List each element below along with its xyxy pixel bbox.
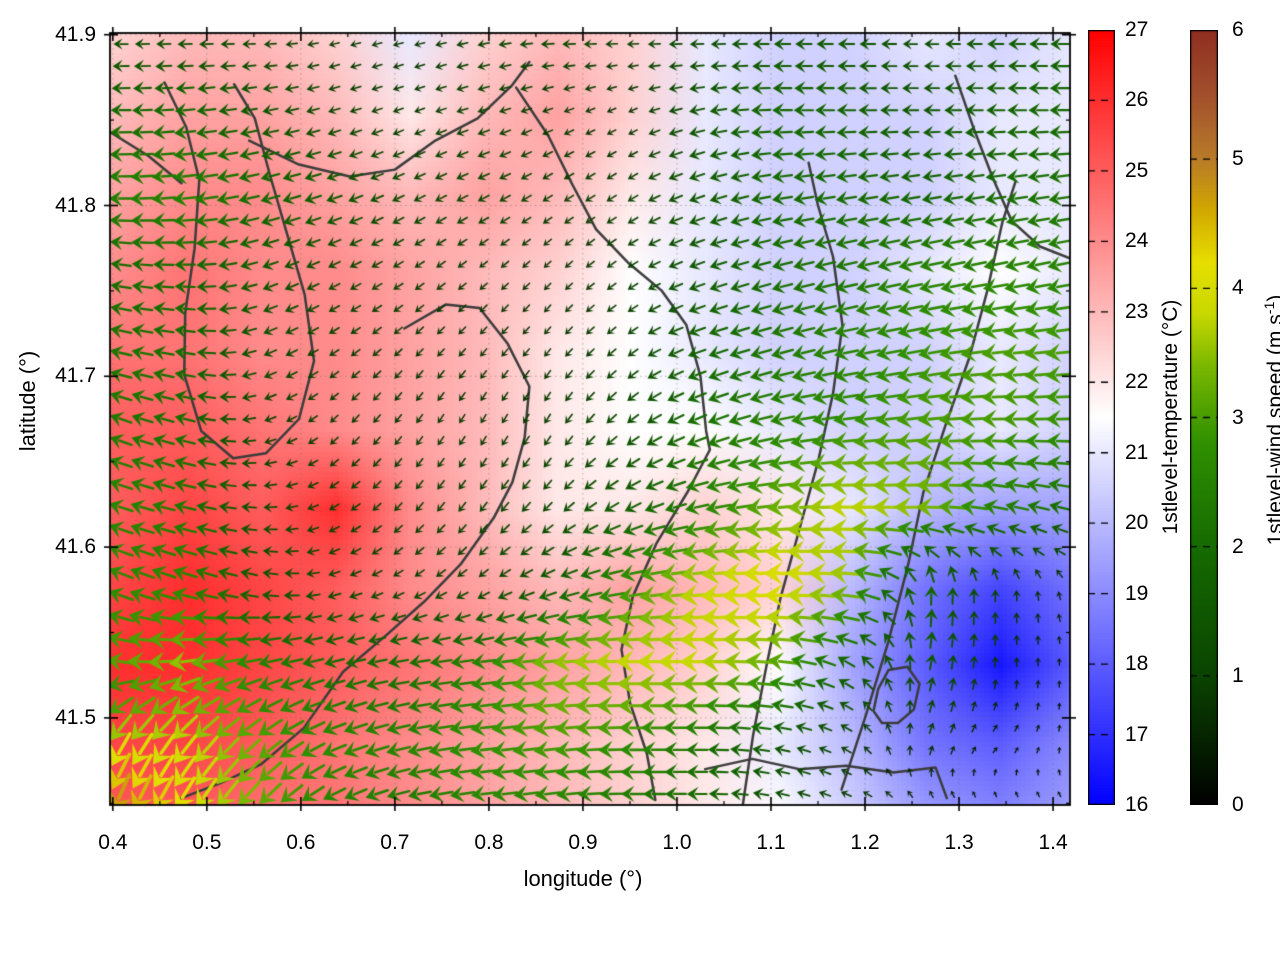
wind-colorbar-title-sup: -1 [1262, 301, 1278, 315]
wind-colorbar-title: 1stlevel-wind speed (m s-1) [1257, 250, 1280, 590]
x-tick-label: 0.4 [98, 831, 128, 854]
temp-colorbar-tick-label: 20 [1125, 511, 1149, 535]
wind-colorbar-tick-labels: 0 1 2 3 4 5 6 [1232, 18, 1272, 816]
x-tick-label: 0.8 [474, 831, 504, 854]
x-axis-tick-labels: 0.4 0.5 0.6 0.7 0.8 0.9 1.0 1.1 1.2 1.3 1.4 [90, 831, 1090, 861]
temp-colorbar-tick-label: 21 [1125, 440, 1149, 464]
y-tick-label: 41.6 [55, 535, 96, 559]
wind-colorbar-title-close: ) [1264, 295, 1280, 302]
x-tick-label: 1.1 [756, 831, 786, 854]
wind-colorbar-tick-label: 3 [1232, 405, 1244, 429]
x-tick-label: 0.9 [568, 831, 598, 854]
temp-colorbar-tick-label: 17 [1125, 722, 1149, 746]
temp-colorbar-tick-label: 16 [1125, 793, 1149, 816]
y-axis-tick-labels: 41.5 41.6 41.7 41.8 41.9 [0, 13, 102, 825]
wind-colorbar [1190, 30, 1218, 805]
wind-colorbar-tick-label: 0 [1232, 793, 1244, 816]
x-tick-label: 1.0 [662, 831, 692, 854]
x-tick-label: 0.7 [380, 831, 410, 854]
temp-colorbar-tick-label: 22 [1125, 370, 1149, 394]
x-tick-label: 0.5 [192, 831, 222, 854]
y-tick-label: 41.5 [55, 705, 96, 729]
x-tick-label: 1.3 [944, 831, 974, 854]
temperature-colorbar [1088, 30, 1115, 805]
x-tick-label: 1.4 [1038, 831, 1068, 854]
temp-colorbar-tick-label: 19 [1125, 581, 1149, 605]
temperature-colorbar-tick-labels: 16 17 18 19 20 21 22 23 24 25 26 27 [1125, 18, 1185, 816]
temp-colorbar-tick-label: 23 [1125, 299, 1149, 323]
temp-colorbar-tick-label: 26 [1125, 88, 1149, 112]
plot-canvas [90, 13, 1090, 825]
x-axis-title: longitude (°) [523, 866, 643, 891]
temp-colorbar-tick-label: 24 [1125, 229, 1149, 253]
x-tick-label: 0.6 [286, 831, 316, 854]
temp-colorbar-tick-label: 18 [1125, 652, 1149, 676]
y-axis-title: latitude (°) [15, 350, 40, 452]
temp-colorbar-tick-label: 25 [1125, 158, 1149, 182]
wind-colorbar-tick-label: 1 [1232, 663, 1244, 687]
wind-colorbar-tick-label: 5 [1232, 147, 1244, 171]
y-tick-label: 41.8 [55, 193, 96, 217]
wind-colorbar-tick-label: 4 [1232, 276, 1244, 300]
wind-colorbar-title-text: 1stlevel-wind speed (m s [1264, 314, 1280, 546]
y-tick-label: 41.9 [55, 22, 96, 46]
x-tick-label: 1.2 [850, 831, 880, 854]
temperature-colorbar-title: 1stlevel-temperature (°C) [1159, 299, 1182, 535]
wind-colorbar-tick-label: 6 [1232, 18, 1244, 41]
temp-colorbar-tick-label: 27 [1125, 18, 1149, 41]
y-tick-label: 41.7 [55, 364, 96, 388]
wind-colorbar-tick-label: 2 [1232, 534, 1244, 558]
